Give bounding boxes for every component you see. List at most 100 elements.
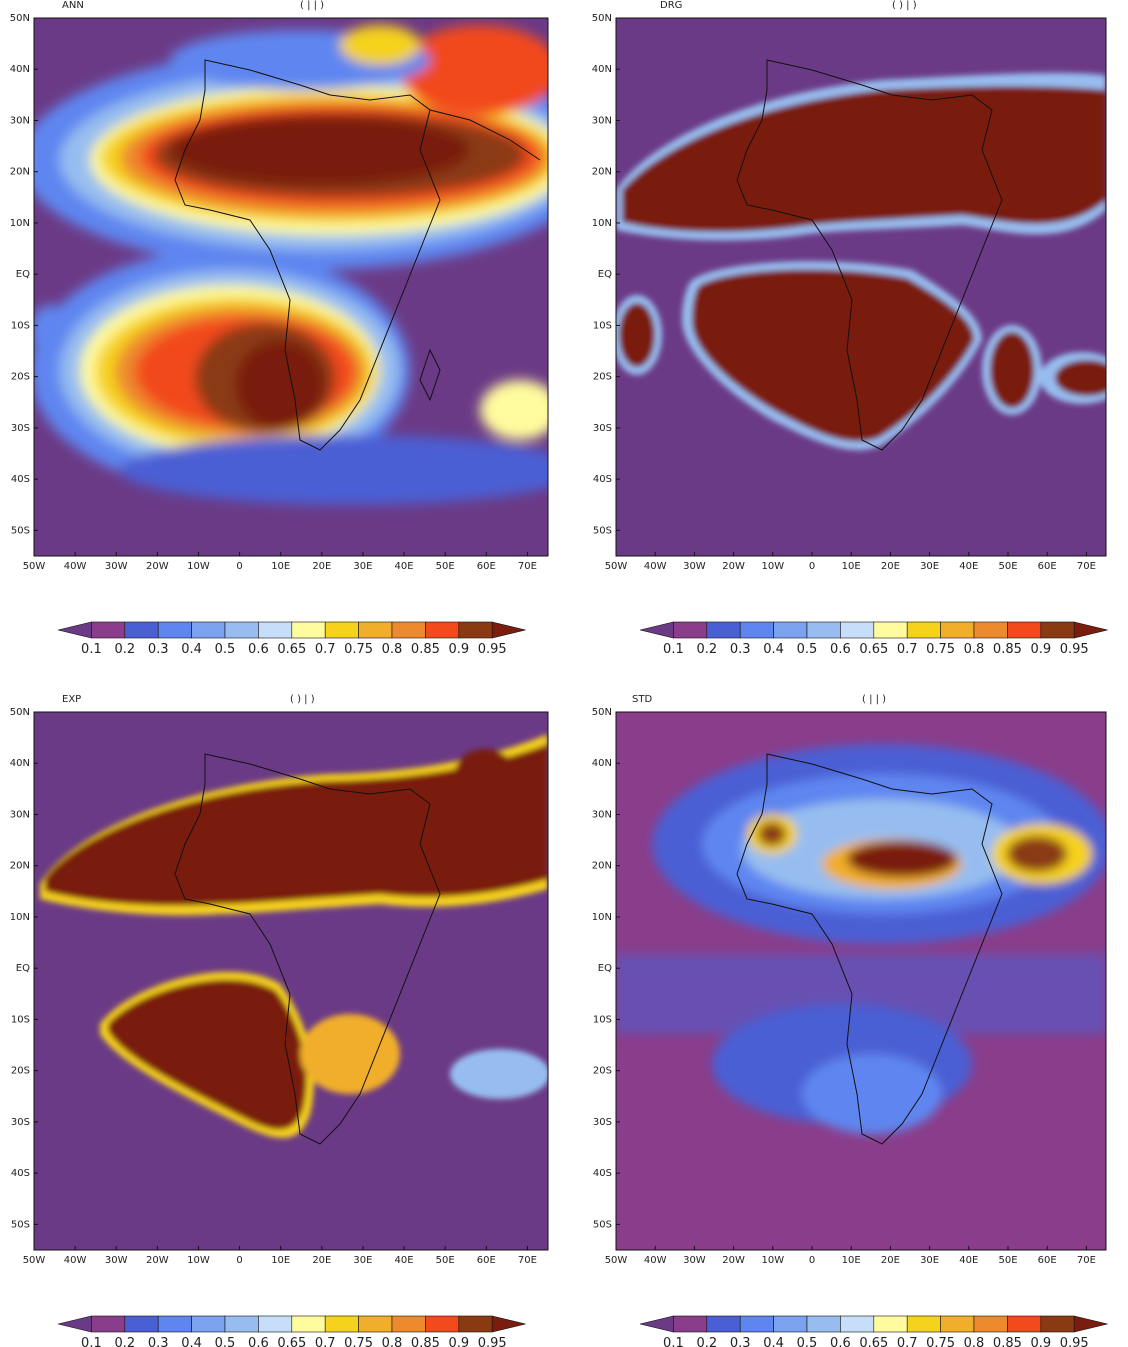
colorbar-label: 0.8 [964,642,985,657]
lat-tick-label: 30S [593,1117,612,1128]
colorbar-high-arrow [1073,621,1108,639]
colorbar: 0.1 0.2 0.3 0.4 0.5 0.6 0.65 0.7 0.75 0.8 0.85 0.9 0… [57,1315,526,1347]
colorbar-swatch [324,1315,359,1333]
lon-tick-label: 10E [842,561,861,572]
lat-tick-label: 40S [11,474,30,485]
lon-tick-label: 40W [64,561,87,572]
colorbar-label: 0.85 [993,642,1022,657]
coastline [736,753,1003,1145]
map-panel-ann: ANN ( | | ) [0,0,560,660]
colorbar-swatch [806,621,841,639]
colorbar-label: 0.95 [478,1336,507,1347]
colorbar-label: 0.2 [114,1336,135,1347]
lat-tick-label: 10N [592,912,612,923]
colorbar-label: 0.9 [1030,642,1051,657]
lon-tick-label: 60E [477,1255,496,1266]
lat-tick-label: 40N [592,758,612,769]
colorbar-swatch [458,1315,493,1333]
lon-tick-label: 10E [842,1255,861,1266]
lon-tick-label: 30E [353,561,372,572]
colorbar-swatch [324,621,359,639]
lon-tick-label: 40W [644,561,667,572]
lat-tick-label: EQ [16,269,30,280]
colorbar-label: 0.95 [1060,1336,1089,1347]
lat-tick-label: 10S [593,1014,612,1025]
colorbar-label: 0.65 [859,642,888,657]
colorbar-swatch [1040,621,1075,639]
colorbar-label: 0.9 [1030,1336,1051,1347]
lat-tick-label: 50S [593,525,612,536]
colorbar-label: 0.2 [114,642,135,657]
colorbar-swatch [673,621,708,639]
heatmap-field [34,18,548,556]
lon-tick-label: 50W [605,1255,628,1266]
colorbar-label: 0.6 [248,1336,269,1347]
panel-title-right: ( | | ) [862,694,886,705]
colorbar-label: 0.95 [478,642,507,657]
colorbar-swatch [157,1315,192,1333]
colorbar-swatch [124,1315,159,1333]
lon-tick-label: 10W [187,561,210,572]
colorbar-low-arrow [57,621,92,639]
lat-tick-label: 40S [593,474,612,485]
colorbar-low-arrow [57,1315,92,1333]
lon-tick-label: 10E [271,561,290,572]
lon-tick-label: 50W [23,561,46,572]
lat-tick-label: 30N [592,809,612,820]
lon-tick-label: 40E [395,561,414,572]
lon-tick-label: 60E [1038,1255,1057,1266]
colorbar-swatch [906,621,941,639]
lon-axis: 50W 40W 30W 20W 10W 0 10E 20E 30E 40E 50E 60E 70E [605,1246,1096,1266]
colorbar-label: 0.3 [730,642,751,657]
lat-axis: 50N 40N 30N 20N 10N EQ 10S 20S 30S 40S 50S [592,13,620,536]
lon-axis: 50W 40W 30W 20W 10W 0 10E 20E 30E 40E 50E 60E 70E [605,552,1096,572]
colorbar-swatch [873,621,908,639]
colorbar-swatch [1007,1315,1042,1333]
lon-tick-label: 50E [436,1255,455,1266]
colorbar-label: 0.2 [696,1336,717,1347]
colorbar-label: 0.8 [964,1336,985,1347]
colorbar-label: 0.4 [181,642,202,657]
colorbar-label: 0.75 [344,1336,373,1347]
lat-tick-label: 50S [11,525,30,536]
colorbar-swatch [806,1315,841,1333]
lon-tick-label: 0 [236,1255,242,1266]
colorbar-label: 0.75 [926,642,955,657]
colorbar-swatch [940,1315,975,1333]
colorbar-swatch [191,621,226,639]
lon-axis: 50W 40W 30W 20W 10W 0 10E 20E 30E 40E 50E 60E 70E [23,1246,537,1266]
map-panel-std: STD ( | | ) 50N 40N 30N 20N 10N EQ 10S 20S 30S 40… [582,694,1128,1347]
lat-tick-label: 50N [10,13,30,24]
coastline [736,59,1003,451]
colorbar-swatch [258,621,293,639]
colorbar-label: 0.6 [830,1336,851,1347]
lon-tick-label: 0 [809,561,815,572]
map-frame [615,711,1107,1251]
panel-title-left: DRG [660,0,682,11]
lat-tick-label: 20N [592,861,612,872]
colorbar-swatch [1007,621,1042,639]
lat-axis: 50N 40N 30N 20N 10N EQ 10S 20S 30S 40S 50S [10,707,38,1230]
lat-tick-label: 30S [593,423,612,434]
coastline [174,753,441,1145]
colorbar-swatch [358,621,393,639]
colorbar-label: 0.5 [215,1336,236,1347]
map-panel-drg: DRG ( ) | ) 50N 40N 30N 20N 10N EQ 10S 20S 30S 40… [582,0,1128,660]
lat-tick-label: 30N [10,115,30,126]
lon-tick-label: 10W [761,561,784,572]
colorbar-label: 0.1 [81,1336,102,1347]
colorbar-swatch [940,621,975,639]
lat-tick-label: 50N [592,13,612,24]
colorbar-label: 0.4 [763,642,784,657]
colorbar-label: 0.65 [859,1336,888,1347]
colorbar-swatch [873,1315,908,1333]
lat-tick-label: 50N [10,707,30,718]
lon-tick-label: 20E [881,561,900,572]
colorbar: 0.1 0.2 0.3 0.4 0.5 0.6 0.65 0.7 0.75 0.8 0.85 0.9 0… [639,1315,1108,1347]
colorbar-swatch [391,1315,426,1333]
colorbar-swatch [425,621,460,639]
lon-tick-label: 20E [881,1255,900,1266]
colorbar-label: 0.1 [663,1336,684,1347]
heatmap-field [616,712,1106,1250]
colorbar-label: 0.95 [1060,642,1089,657]
